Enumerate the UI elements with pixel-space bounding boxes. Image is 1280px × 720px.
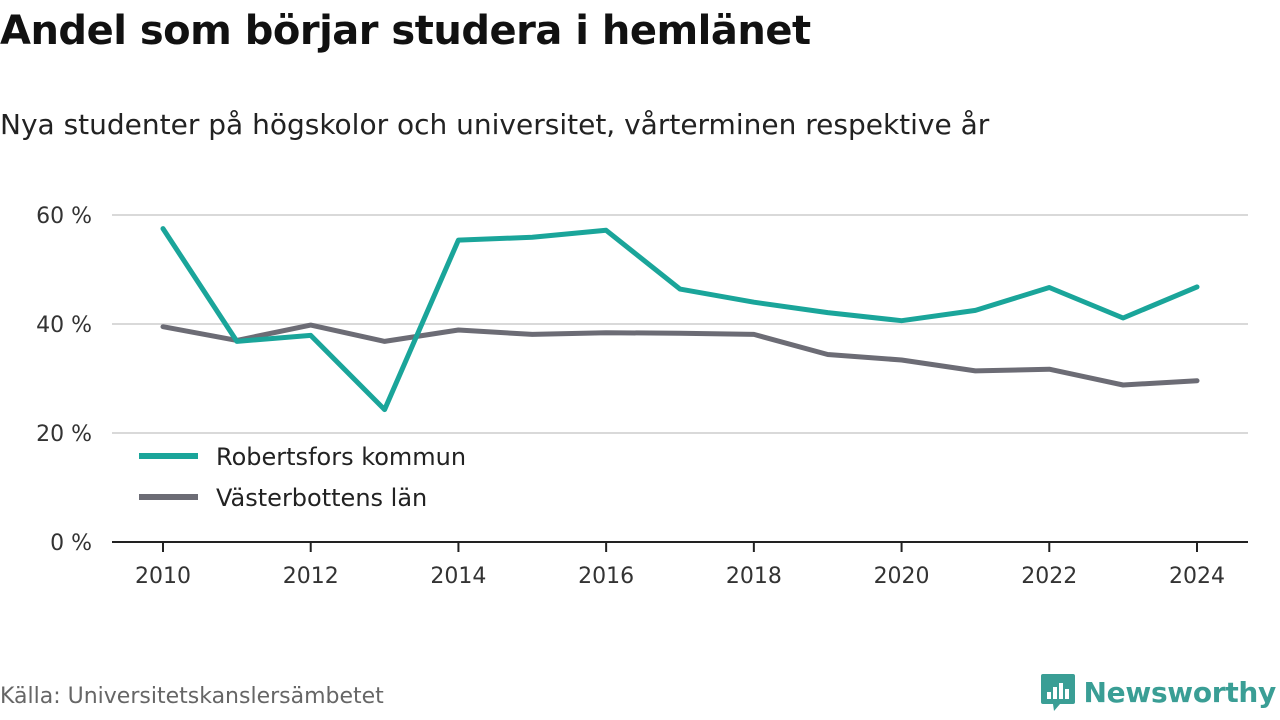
bar-chart-speech-bubble-icon	[1040, 674, 1075, 711]
legend: Robertsfors kommun Västerbottens län	[139, 443, 466, 512]
gridlines	[112, 214, 1248, 434]
y-tick-label: 60 %	[36, 204, 92, 229]
x-axis: 2010 2012 2014 2016 2018 2020 2022 2024	[112, 541, 1248, 589]
legend-label: Västerbottens län	[216, 484, 427, 512]
x-tick-label: 2010	[135, 564, 191, 589]
chart-title: Andel som börjar studera i hemlänet	[0, 8, 811, 54]
series-line-vasterbotten	[160, 322, 1200, 388]
legend-label: Robertsfors kommun	[216, 443, 466, 471]
series-line-robertsfors	[160, 226, 1200, 413]
brand-logo: Newsworthy	[1040, 672, 1276, 712]
y-tick-label: 40 %	[36, 313, 92, 338]
y-tick-label: 0 %	[50, 531, 92, 556]
x-tick-label: 2024	[1169, 564, 1225, 589]
x-tick-label: 2014	[430, 564, 486, 589]
y-axis-ticks: 0 % 20 % 40 % 60 %	[36, 204, 92, 556]
x-tick-label: 2018	[726, 564, 782, 589]
brand-name: Newsworthy	[1083, 675, 1277, 709]
series-lines	[160, 226, 1200, 413]
x-tick-label: 2022	[1021, 564, 1077, 589]
x-tick-label: 2016	[578, 564, 634, 589]
x-tick-label: 2020	[874, 564, 930, 589]
y-tick-label: 20 %	[36, 422, 92, 447]
chart-subtitle: Nya studenter på högskolor och universit…	[0, 108, 990, 141]
source-note: Källa: Universitetskanslersämbetet	[0, 684, 384, 709]
x-tick-label: 2012	[283, 564, 339, 589]
